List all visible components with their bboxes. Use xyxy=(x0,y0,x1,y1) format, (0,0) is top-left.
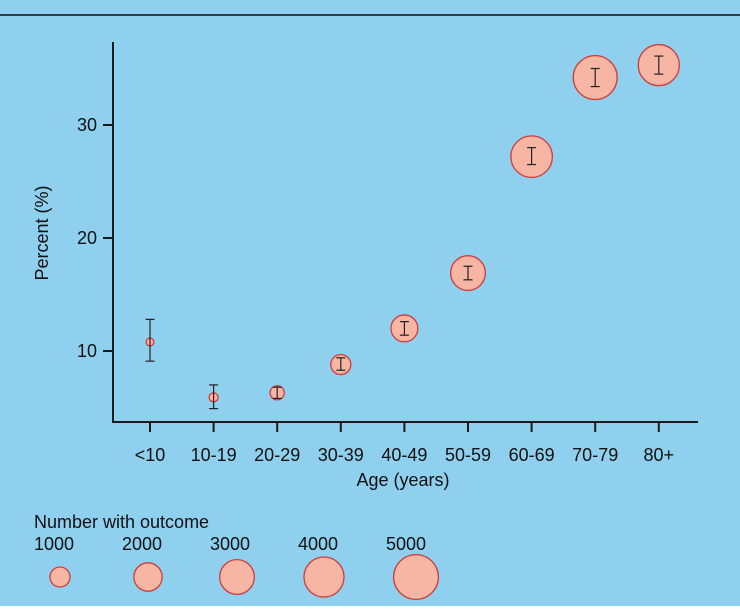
error-bar xyxy=(654,55,664,75)
size-legend: 1000 2000 3000 4000 5000 xyxy=(34,534,440,601)
size-legend-label: 1000 xyxy=(34,534,74,554)
y-tick-label: 20 xyxy=(77,228,97,248)
error-bar xyxy=(463,265,473,281)
error-bar xyxy=(590,67,600,88)
x-tick-label: 30-39 xyxy=(318,445,364,465)
x-tick-label: <10 xyxy=(135,445,166,465)
size-legend-label: 2000 xyxy=(122,534,162,554)
size-legend-label: 3000 xyxy=(210,534,250,554)
x-tick-label: 50-59 xyxy=(445,445,491,465)
size-legend-label: 5000 xyxy=(386,534,426,554)
x-tick-label: 20-29 xyxy=(254,445,300,465)
y-axis-ticks: 10 20 30 xyxy=(77,115,113,361)
size-legend-bubble xyxy=(392,553,440,601)
size-legend-bubble xyxy=(218,558,256,596)
size-legend-title: Number with outcome xyxy=(34,512,209,532)
x-tick-label: 80+ xyxy=(644,445,675,465)
error-bars xyxy=(145,55,664,410)
error-bar xyxy=(145,318,155,362)
error-bar xyxy=(336,357,346,371)
y-axis-label: Percent (%) xyxy=(32,185,52,280)
error-bar xyxy=(272,386,282,400)
x-tick-label: 40-49 xyxy=(381,445,427,465)
error-bar xyxy=(399,321,409,336)
y-tick-label: 10 xyxy=(77,341,97,361)
x-axis-label: Age (years) xyxy=(356,470,449,490)
x-axis-ticks: <10 10-19 20-29 30-39 40-49 50-59 60-69 70-79 80… xyxy=(135,422,674,465)
y-tick-label: 30 xyxy=(77,115,97,135)
x-tick-label: 70-79 xyxy=(572,445,618,465)
error-bar xyxy=(527,147,537,166)
size-legend-label: 4000 xyxy=(298,534,338,554)
size-legend-bubble xyxy=(303,556,345,598)
x-tick-label: 60-69 xyxy=(509,445,555,465)
size-legend-bubble xyxy=(133,562,163,592)
error-bar xyxy=(209,384,219,410)
x-tick-label: 10-19 xyxy=(191,445,237,465)
size-legend-bubble xyxy=(49,566,71,588)
